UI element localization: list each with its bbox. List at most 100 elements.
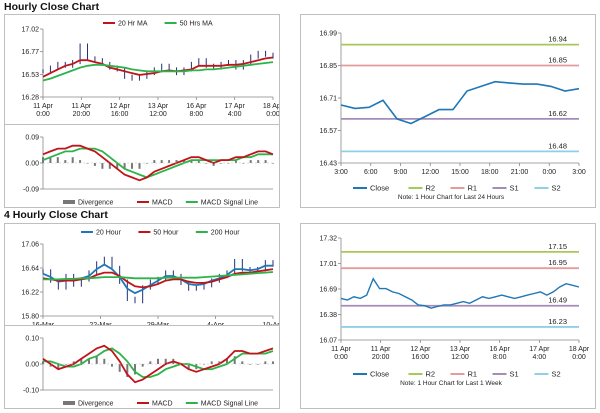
hourly-macd-divergence-bar [160,160,163,163]
hourly-levels-legend-label: Close [370,184,389,193]
hourly-levels-x-tick-label: 9:00 [394,169,408,176]
hourly-levels-close-line [340,80,580,125]
four-hourly-price-y-tick-label: 16.64 [21,266,39,273]
four-hourly-levels-level-label: 17.15 [548,242,567,251]
four-hourly-macd-divergence-bar [65,364,67,365]
hourly-macd-divergence-bar [49,157,52,163]
hourly-macd-divergence-bar [71,157,74,163]
hourly-price-panel: 17.02 16.77 16.53 16.28 11 Apr 0:00 11 Apr 20:0… [4,14,284,126]
four-hourly-macd-divergence-bar [80,358,83,364]
hourly-price-x-tick-label: 13 Apr [148,103,169,110]
four-hourly-price-panel: 17.06 16.64 16.22 15.80 16-Mar 22-Mar 29-Mar 4-… [4,223,284,330]
four-hourly-levels-legend-label: S2 [552,370,561,379]
four-hourly-levels-x-tick-label: 18 Apr [569,346,590,353]
four-hourly-macd-divergence-bar [103,358,106,364]
hourly-macd-legend-swatch [63,200,75,204]
hourly-price-legend-label: 50 Hrs MA [180,21,213,28]
four-hourly-levels-x-tick-label: 16 Apr [490,346,511,353]
hourly-macd-divergence-bar [131,163,133,169]
four-hourly-macd-divergence-bar [95,356,98,364]
four-hourly-macd-divergence-bar [241,361,244,364]
hourly-macd-y-tick-label: 0.00 [25,161,39,168]
four-hourly-levels-x-tick-label: 8:00 [493,354,507,361]
four-hourly-levels-x-tick-label: 20:00 [372,354,390,361]
hourly-macd-divergence-bar [108,163,111,169]
hourly-levels-x-tick-label: 18:00 [481,169,499,176]
four-hourly-macd-divergence-bar [272,361,274,364]
hourly-macd-divergence-bar [257,160,260,163]
hourly-price-x-tick-label: 12:00 [149,111,167,118]
hourly-levels-y-tick-label: 16.43 [319,161,337,168]
four-hourly-macd-legend-label: Divergence [78,401,114,408]
hourly-levels-y-tick-label: 16.99 [319,31,337,38]
four-hourly-macd-divergence-bar [118,364,121,372]
four-hourly-levels-y-tick-label: 17.32 [319,236,337,243]
four-hourly-levels-x-tick-label: 12:00 [451,354,469,361]
four-hourly-macd-divergence-bar [157,358,159,364]
four-hourly-macd-divergence-bar [111,364,113,367]
four-hourly-levels-x-tick-label: 12 Apr [410,346,431,353]
hourly-macd-divergence-bar [249,160,252,163]
four-hourly-price-y-tick-label: 17.06 [21,242,39,249]
four-hourly-levels-panel: 17.32 17.01 16.69 16.38 16.07 11 Apr 0:00 11 Ap… [300,223,596,409]
hourly-macd-divergence-bar [93,163,96,166]
hourly-macd-divergence-bar [56,157,59,163]
hourly-levels-x-tick-label: 6:00 [364,169,378,176]
hourly-price-y-tick-label: 16.77 [21,49,39,56]
four-hourly-levels-x-tick-label: 0:00 [572,354,586,361]
hourly-price-x-tick-label: 20:00 [73,111,91,118]
hourly-macd-divergence-bar [175,160,178,163]
four-hourly-levels-legend-label: R1 [468,370,478,379]
four-hourly-macd-divergence-bar [233,356,236,364]
hourly-macd-divergence-bar [123,163,126,169]
hourly-macd-divergence-bar [234,160,237,163]
four-hourly-macd-panel: 0.10 0.00 -0.10 Divergence MACD MACD Signal L… [4,325,280,409]
four-hourly-macd-y-tick-label: -0.10 [23,388,39,395]
hourly-levels-x-tick-label: 21:00 [511,169,529,176]
hourly-price-y-tick-label: 16.53 [21,72,39,79]
hourly-macd-legend-label: MACD Signal Line [201,200,258,207]
hourly-macd-divergence-bar [197,160,200,163]
hourly-macd-y-tick-label: -0.09 [23,187,39,194]
hourly-macd-divergence-bar [264,160,267,163]
hourly-price-x-tick-label: 17 Apr [225,103,246,110]
hourly-levels-level-label: 16.94 [548,35,567,44]
hourly-levels-legend-label: S1 [510,184,519,193]
four-hourly-macd-divergence-bar [49,364,52,367]
hourly-macd-divergence-bar [42,157,44,163]
four-hourly-levels-y-tick-label: 16.69 [319,287,337,294]
four-hourly-levels-level-label: 16.49 [548,296,567,305]
four-hourly-macd-divergence-bar [42,361,44,364]
hourly-macd-legend-label: Divergence [78,200,114,207]
hourly-macd-divergence-bar [272,163,274,164]
four-hourly-chart-title: 4 Hourly Close Chart [4,209,108,221]
hourly-macd-divergence-bar [101,163,104,169]
four-hourly-levels-legend-label: Close [370,370,389,379]
hourly-levels-x-tick-label: 15:00 [451,169,469,176]
hourly-macd-divergence-bar [205,163,208,164]
hourly-price-x-tick-label: 11 Apr [33,103,53,110]
hourly-macd-y-tick-label: 0.09 [25,135,39,142]
hourly-macd-divergence-bar [79,160,82,163]
hourly-macd-divergence-bar [242,163,245,164]
hourly-price-y-tick-label: 17.02 [21,27,39,34]
four-hourly-levels-x-tick-label: 11 Apr [331,346,351,353]
hourly-macd-divergence-bar [86,163,89,164]
four-hourly-macd-divergence-bar [57,364,60,370]
hourly-price-legend-label: 20 Hr MA [118,21,148,28]
four-hourly-levels-legend-label: S1 [510,370,519,379]
four-hourly-macd-divergence-bar [134,364,136,375]
hourly-price-ma-line [42,61,274,82]
hourly-levels-x-tick-label: 0:00 [542,169,556,176]
four-hourly-levels-level-label: 16.23 [548,317,567,326]
four-hourly-macd-divergence-bar [264,361,267,364]
hourly-price-y-tick-label: 16.28 [21,95,39,102]
four-hourly-macd-divergence-bar [218,361,221,364]
hourly-macd-legend-label: MACD [152,200,173,207]
four-hourly-levels-y-tick-label: 17.01 [319,261,337,268]
four-hourly-macd-divergence-bar [203,364,205,365]
four-hourly-levels-x-tick-label: 11 Apr [371,346,391,353]
